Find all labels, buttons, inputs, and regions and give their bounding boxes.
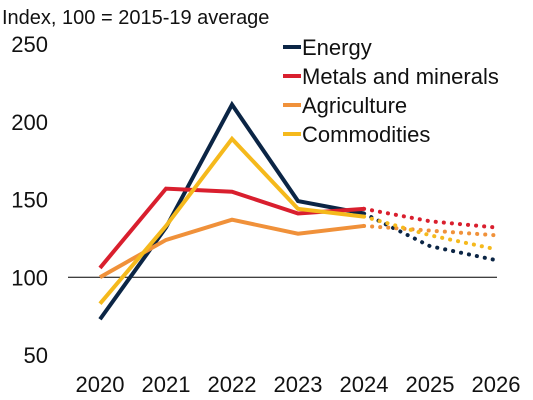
x-tick-label: 2024	[340, 372, 389, 397]
legend-label-energy: Energy	[302, 35, 372, 60]
x-tick-label: 2025	[406, 372, 455, 397]
y-tick-label: 250	[11, 32, 48, 57]
x-axis-ticks: 2020 2021 2022 2023 2024 2025 2026	[76, 372, 521, 397]
y-tick-label: 200	[11, 110, 48, 135]
legend-label-commodities: Commodities	[302, 122, 430, 147]
y-tick-label: 100	[11, 265, 48, 290]
series-line-energy-projection	[362, 211, 498, 263]
y-tick-label: 50	[24, 343, 48, 368]
legend: Energy Metals and minerals Agriculture Comm…	[283, 35, 499, 147]
x-tick-label: 2026	[472, 372, 521, 397]
series-line-agriculture	[99, 217, 365, 279]
x-tick-label: 2021	[142, 372, 191, 397]
y-tick-label: 150	[11, 188, 48, 213]
legend-label-agriculture: Agriculture	[302, 93, 407, 118]
series-lines	[98, 100, 498, 321]
x-tick-label: 2023	[274, 372, 323, 397]
series-line-commodities-projection	[362, 214, 498, 252]
series-line-metals-and-minerals-projection	[362, 206, 498, 230]
legend-label-metals-and-minerals: Metals and minerals	[302, 64, 499, 89]
y-axis-ticks: 250 200 150 100 50	[11, 32, 48, 368]
x-tick-label: 2020	[76, 372, 125, 397]
x-tick-label: 2022	[208, 372, 257, 397]
y-axis-label: Index, 100 = 2015-19 average	[2, 7, 269, 29]
